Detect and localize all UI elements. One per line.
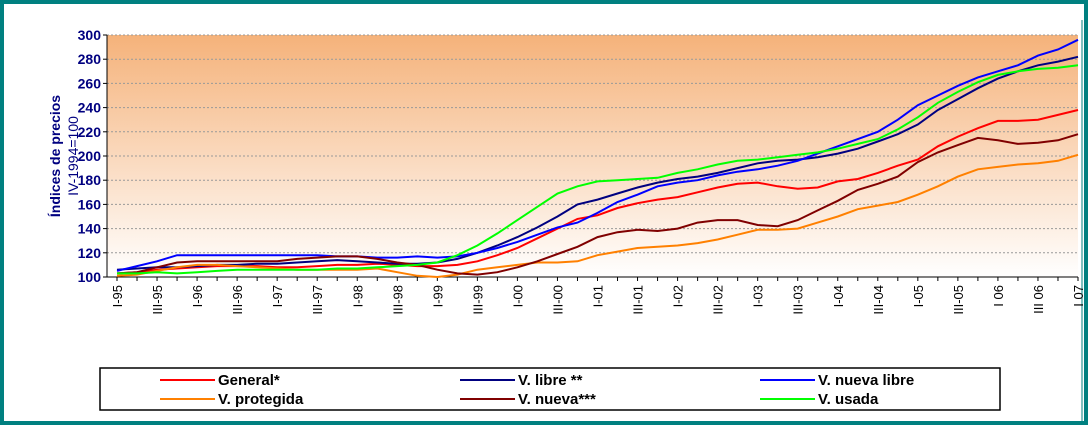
series-line — [116, 153, 1079, 279]
legend-label: V. nueva*** — [518, 391, 596, 408]
legend-label: General* — [218, 372, 280, 389]
y-tick-label: 240 — [78, 100, 102, 116]
x-tick-label: III-98 — [390, 285, 405, 315]
series-line — [116, 55, 1079, 271]
series-line — [117, 64, 1079, 275]
y-tick-label: 300 — [78, 27, 102, 43]
y-tick-label: 220 — [78, 124, 102, 140]
legend-label: V. nueva libre — [818, 372, 914, 389]
y-axis-subtitle: IV-1994=100 — [65, 116, 81, 196]
x-tick-label: I-05 — [911, 285, 926, 307]
y-tick-label: 100 — [78, 269, 102, 285]
x-tick-label: III-99 — [470, 285, 485, 315]
x-tick-label: I-03 — [751, 285, 766, 307]
series-line — [116, 133, 1079, 276]
y-tick-label: 200 — [78, 148, 102, 164]
y-tick-label: 160 — [78, 196, 102, 212]
x-tick-label: III 06 — [1031, 285, 1046, 314]
x-tick-label: III-04 — [871, 285, 886, 315]
x-tick-label: I-02 — [671, 285, 686, 307]
x-tick-label: I-97 — [270, 285, 285, 307]
x-tick-label: I-04 — [831, 285, 846, 307]
y-tick-label: 180 — [78, 172, 102, 188]
legend-label: V. libre ** — [518, 372, 583, 389]
x-tick-label: I 06 — [991, 285, 1006, 307]
x-tick-label: III-96 — [230, 285, 245, 315]
series-line — [116, 38, 1079, 272]
x-tick-label: I-98 — [350, 285, 365, 307]
x-tick-label: I-99 — [430, 285, 445, 307]
series-line — [116, 109, 1079, 275]
x-tick-label: III-03 — [791, 285, 806, 315]
x-tick-label: III-02 — [711, 285, 726, 315]
y-axis-title: Índices de precios — [47, 95, 63, 217]
x-tick-label: I-95 — [110, 285, 125, 307]
x-tick-label: I-00 — [510, 285, 525, 307]
x-tick-label: III-01 — [631, 285, 646, 315]
x-tick-label: III-05 — [951, 285, 966, 315]
y-tick-label: 260 — [78, 75, 102, 91]
y-tick-label: 120 — [78, 245, 102, 261]
x-tick-label: III-95 — [150, 285, 165, 315]
legend-label: V. usada — [818, 391, 879, 408]
x-tick-label: I 07 — [1071, 285, 1086, 307]
y-tick-label: 140 — [78, 221, 102, 237]
y-tick-label: 280 — [78, 51, 102, 67]
x-tick-label: III-00 — [550, 285, 565, 315]
legend-label: V. protegida — [218, 391, 304, 408]
x-tick-label: I-96 — [190, 285, 205, 307]
x-tick-label: III-97 — [310, 285, 325, 315]
x-tick-label: I-01 — [591, 285, 606, 307]
legend — [99, 367, 1001, 411]
